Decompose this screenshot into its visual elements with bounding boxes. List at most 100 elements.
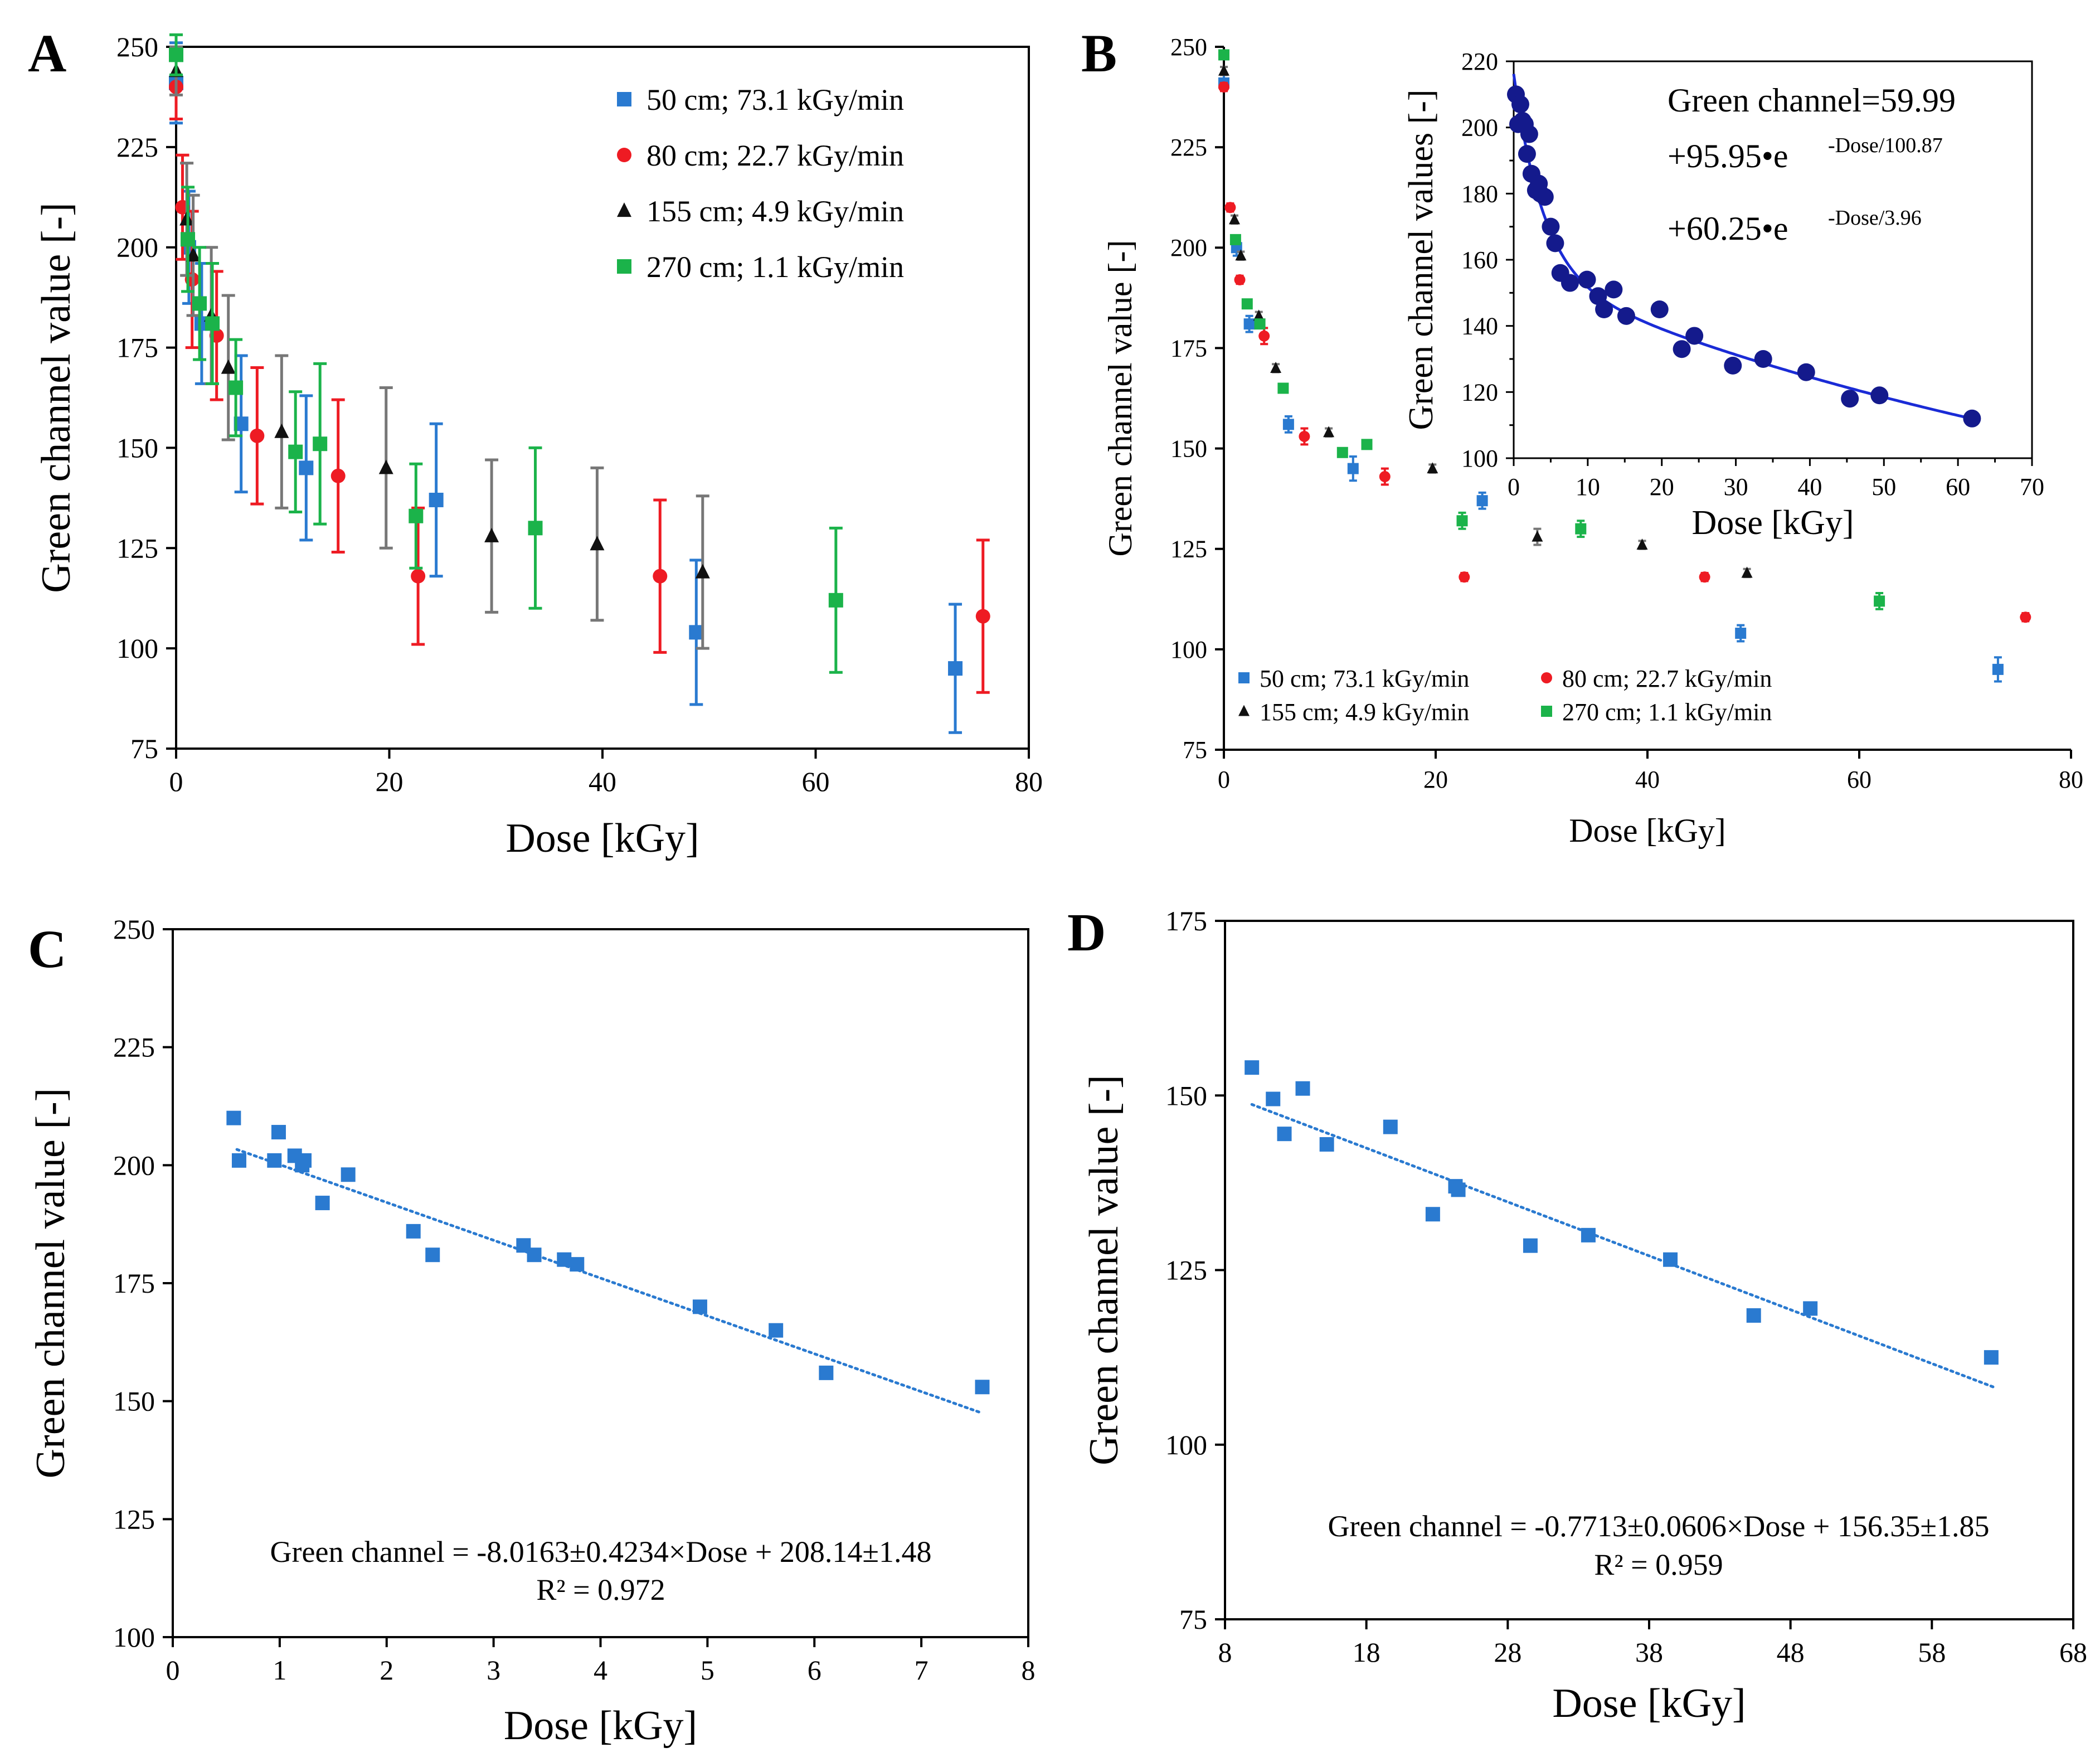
x-tick-label: 0	[1218, 766, 1230, 793]
x-tick-label: 3	[487, 1654, 500, 1686]
data-point	[1229, 213, 1240, 225]
data-point	[1427, 462, 1438, 474]
data-point	[1323, 426, 1335, 438]
data-point	[695, 564, 710, 579]
data-point	[297, 1153, 312, 1168]
inset-data-point	[1561, 274, 1579, 292]
y-tick-label: 250	[116, 31, 158, 62]
inset-data-point	[1685, 327, 1704, 345]
data-point	[1992, 663, 2004, 675]
data-point	[975, 609, 990, 624]
legend-marker	[1238, 705, 1250, 716]
data-point	[1218, 64, 1229, 76]
y-tick-label: 125	[116, 532, 158, 564]
y-tick-label: 100	[116, 633, 158, 664]
equation-exponent-2: -Dose/3.96	[1828, 206, 1922, 230]
x-tick-label: 8	[1022, 1654, 1036, 1686]
data-point	[1234, 274, 1246, 285]
x-tick-label: 38	[1635, 1637, 1663, 1668]
data-point	[429, 492, 444, 507]
data-point	[1699, 571, 1710, 583]
data-point	[288, 444, 303, 459]
data-point	[205, 316, 220, 331]
x-tick-label: 20	[376, 766, 404, 797]
x-tick-label: 8	[1218, 1637, 1232, 1668]
data-point	[1379, 471, 1391, 483]
data-point	[330, 468, 346, 483]
data-point	[1735, 628, 1747, 639]
inset-background	[1514, 61, 2032, 458]
data-point	[186, 247, 201, 262]
inset-data-point	[1542, 217, 1560, 236]
y-tick-label: 140	[1461, 313, 1498, 340]
data-point	[653, 569, 668, 584]
data-point	[1803, 1301, 1818, 1316]
y-tick-label: 75	[1179, 1604, 1207, 1635]
x-tick-label: 18	[1353, 1637, 1380, 1668]
x-tick-label: 58	[1918, 1637, 1946, 1668]
x-tick-label: 7	[915, 1654, 929, 1686]
data-point	[406, 1224, 421, 1239]
legend-label: 270 cm; 1.1 kGy/min	[1562, 698, 1772, 726]
x-tick-label: 60	[1946, 473, 1970, 501]
y-tick-label: 180	[1461, 180, 1498, 207]
inset-data-point	[1520, 125, 1538, 143]
inset-data-point	[1724, 356, 1742, 375]
data-point	[1361, 439, 1373, 450]
y-tick-label: 100	[1461, 445, 1498, 472]
data-point	[819, 1365, 834, 1380]
data-point	[1456, 515, 1468, 527]
data-point	[769, 1323, 784, 1338]
y-tick-label: 150	[116, 432, 158, 463]
data-point	[267, 1153, 282, 1168]
data-point	[181, 232, 196, 247]
data-point	[1383, 1119, 1398, 1134]
regression-equation: Green channel = -8.0163±0.4234×Dose + 20…	[270, 1535, 932, 1569]
y-axis-label: Green channel value [-]	[33, 202, 79, 593]
data-point	[1266, 1091, 1281, 1106]
data-point	[1295, 1081, 1310, 1096]
inset-data-point	[1754, 350, 1772, 368]
x-tick-label: 20	[1423, 766, 1448, 793]
y-tick-label: 200	[1170, 234, 1207, 261]
y-tick-label: 160	[1461, 246, 1498, 274]
x-axis-label: Dose [kGy]	[504, 1703, 697, 1749]
data-point	[226, 1110, 241, 1125]
data-point	[1229, 234, 1241, 245]
data-point	[411, 569, 426, 584]
data-point	[1523, 1238, 1538, 1253]
y-tick-label: 250	[113, 914, 155, 945]
x-tick-label: 40	[1797, 473, 1822, 501]
panel-letter-a: A	[28, 23, 66, 83]
trend-line	[235, 1148, 982, 1414]
data-point	[570, 1257, 585, 1272]
legend-label: 50 cm; 73.1 kGy/min	[1260, 665, 1469, 692]
data-point	[1741, 566, 1753, 578]
data-point	[528, 521, 543, 536]
x-tick-label: 30	[1724, 473, 1748, 501]
data-point	[378, 459, 393, 474]
y-tick-label: 250	[1170, 33, 1207, 61]
y-tick-label: 225	[116, 132, 158, 163]
legend-label: 270 cm; 1.1 kGy/min	[646, 250, 904, 284]
trend-line	[1250, 1103, 1997, 1390]
r-squared-label: R² = 0.959	[1594, 1548, 1723, 1581]
x-axis-label: Dose [kGy]	[1692, 504, 1854, 542]
x-tick-label: 6	[808, 1654, 821, 1686]
data-point	[1663, 1252, 1678, 1267]
panel-c-chart: 100 125 150 175 200 225 250 0 1 2 3 4 5 6 7 8 Dose [kGy]…	[28, 914, 1036, 1749]
data-point	[1459, 571, 1470, 583]
legend-marker	[617, 259, 631, 274]
x-tick-label: 1	[273, 1654, 286, 1686]
y-axis-label: Green channel value [-]	[1102, 240, 1139, 556]
y-axis-label: Green channel value [-]	[1081, 1075, 1127, 1465]
x-tick-label: 5	[701, 1654, 714, 1686]
inset-data-point	[1605, 280, 1623, 299]
panel-letter-d: D	[1067, 902, 1106, 962]
x-tick-label: 20	[1650, 473, 1674, 501]
x-tick-label: 70	[2020, 473, 2044, 501]
data-point	[1476, 495, 1488, 507]
data-point	[299, 460, 314, 475]
inset-data-point	[1841, 390, 1859, 408]
y-tick-label: 150	[113, 1386, 155, 1417]
